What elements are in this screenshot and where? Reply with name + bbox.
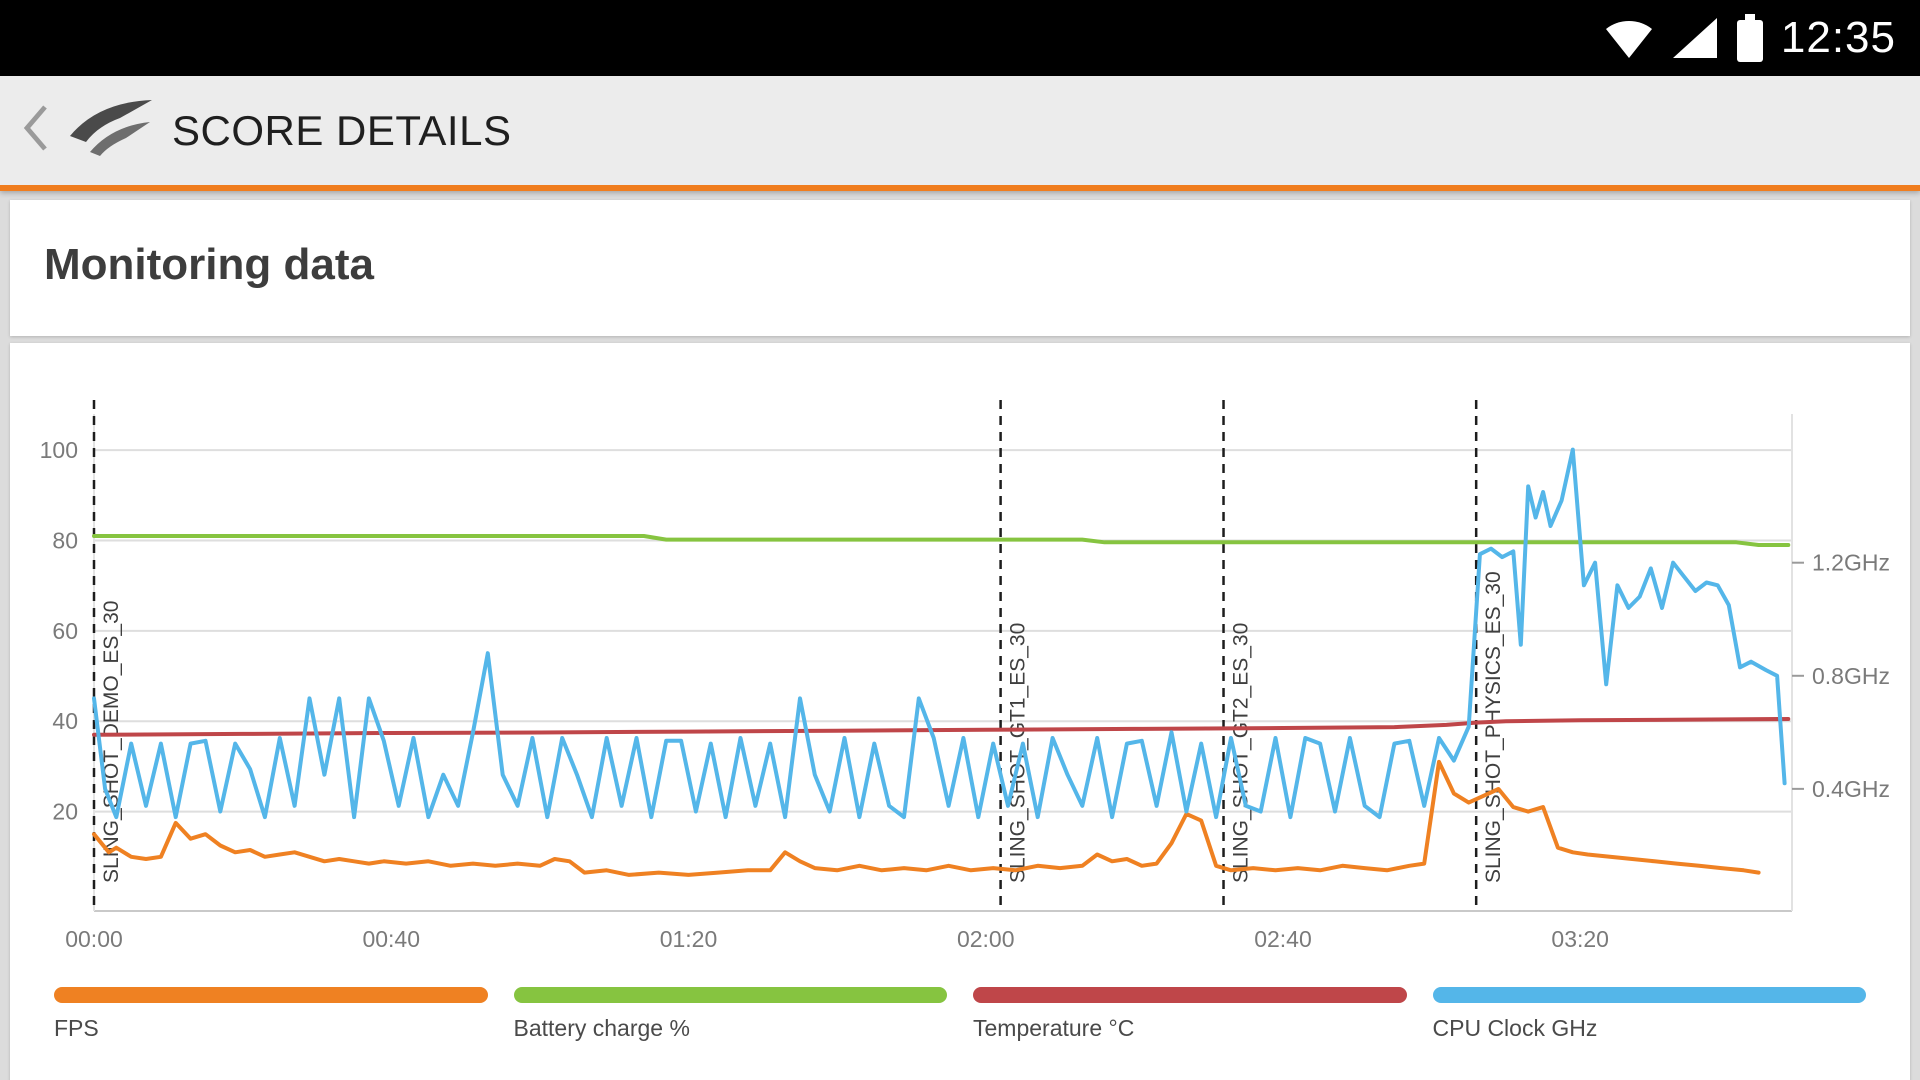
legend-label-fps: FPS — [54, 1015, 99, 1041]
svg-text:SLING_SHOT_GT1_ES_30: SLING_SHOT_GT1_ES_30 — [1007, 623, 1030, 883]
legend-swatch-battery — [513, 987, 947, 1003]
legend-swatch-fps — [54, 987, 488, 1003]
back-button[interactable] — [22, 96, 64, 166]
svg-text:SLING_SHOT_PHYSICS_ES_30: SLING_SHOT_PHYSICS_ES_30 — [1482, 571, 1505, 883]
svg-text:02:00: 02:00 — [957, 926, 1015, 952]
app-header: SCORE DETAILS — [0, 76, 1920, 191]
svg-text:SLING_SHOT_DEMO_ES_30: SLING_SHOT_DEMO_ES_30 — [100, 601, 123, 883]
svg-text:80: 80 — [52, 528, 78, 554]
clock-time: 12:35 — [1780, 13, 1896, 62]
svg-text:0.8GHz: 0.8GHz — [1812, 663, 1890, 689]
battery-icon — [1735, 14, 1765, 62]
monitoring-data-card: Monitoring data — [10, 200, 1910, 336]
svg-text:20: 20 — [52, 799, 78, 825]
svg-text:40: 40 — [52, 708, 78, 734]
legend-label-cpu-clock: CPU Clock GHz — [1432, 1015, 1598, 1041]
svg-text:1.2GHz: 1.2GHz — [1812, 550, 1890, 576]
legend-swatch-temperature — [973, 987, 1407, 1003]
svg-text:SLING_SHOT_GT2_ES_30: SLING_SHOT_GT2_ES_30 — [1230, 623, 1253, 883]
legend-item-battery: Battery charge % — [513, 987, 947, 1042]
svg-text:03:20: 03:20 — [1551, 926, 1609, 952]
legend-label-battery: Battery charge % — [513, 1015, 690, 1041]
legend-item-temperature: Temperature °C — [973, 987, 1407, 1042]
svg-text:01:20: 01:20 — [660, 926, 718, 952]
page-title: SCORE DETAILS — [172, 106, 512, 154]
svg-text:0.4GHz: 0.4GHz — [1812, 776, 1890, 802]
svg-text:02:40: 02:40 — [1254, 926, 1312, 952]
wifi-icon — [1603, 16, 1655, 60]
section-title: Monitoring data — [44, 240, 374, 289]
svg-text:00:40: 00:40 — [362, 926, 420, 952]
back-chevron-icon — [22, 103, 50, 158]
legend-item-fps: FPS — [54, 987, 488, 1042]
svg-text:60: 60 — [52, 618, 78, 644]
monitoring-chart: 20 40 60 80 100 0.4GHz 0.8GHz 1.2GHz 00:00 00:40 0… — [40, 400, 1890, 952]
svg-text:00:00: 00:00 — [65, 926, 123, 952]
svg-text:100: 100 — [40, 437, 78, 463]
status-bar: 12:35 — [0, 0, 1920, 76]
3dmark-logo-icon — [64, 95, 156, 166]
chart-legend: FPS Battery charge % Temperature °C CPU … — [10, 987, 1910, 1042]
monitoring-chart-card: 20 40 60 80 100 0.4GHz 0.8GHz 1.2GHz 00:00 00:40 0… — [10, 343, 1910, 1080]
legend-item-cpu-clock: CPU Clock GHz — [1432, 987, 1866, 1042]
legend-swatch-cpu-clock — [1432, 987, 1866, 1003]
cellular-signal-icon — [1671, 16, 1719, 60]
legend-label-temperature: Temperature °C — [973, 1015, 1135, 1041]
